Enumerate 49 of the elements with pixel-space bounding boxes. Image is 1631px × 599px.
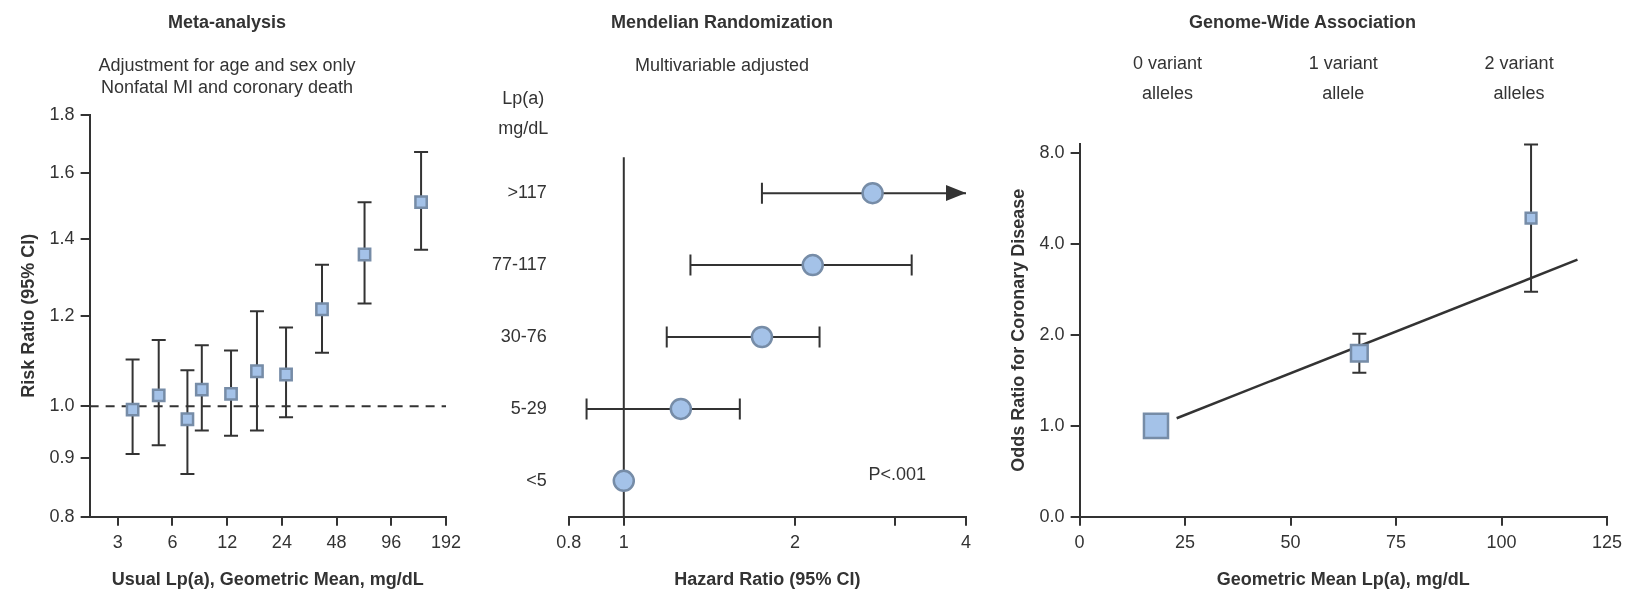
y-tick-label: 8.0 [1039,142,1065,163]
chart-title: Mendelian Randomization [610,11,834,32]
y-tick-label: 1.2 [49,304,75,325]
y-tick-label: 1.0 [49,395,75,416]
x-tick-label: 2 [789,531,800,552]
annotation: P<.001 [868,463,926,484]
chart-subtitle: Multivariable adjusted [634,55,810,76]
y-tick-label: 77-117 [491,254,547,275]
x-tick-label: 0.8 [556,531,582,552]
y-tick-label: 0.9 [49,447,75,468]
x-tick-label: 25 [1175,531,1196,552]
x-tick-label: 48 [326,531,347,552]
x-tick-label: 4 [960,531,972,552]
x-tick-label: 125 [1591,531,1623,552]
x-tick-label: 50 [1280,531,1301,552]
chart-subtitle: Adjustment for age and sex only Nonfatal MI and coronary death [98,55,356,97]
x-tick-label: 192 [430,531,462,552]
y-tick-label: <5 [526,469,547,490]
x-tick-label: 6 [167,531,178,552]
x-tick-label: 100 [1486,531,1517,552]
y-tick-label: 2.0 [1039,323,1065,344]
y-tick-label: 4.0 [1039,232,1065,253]
y-tick-label: 5-29 [510,397,547,418]
x-tick-label: 96 [381,531,402,552]
x-tick-label: 0 [1074,531,1085,552]
y-tick-label: 1.0 [1039,414,1065,435]
y-tick-label: 0.0 [1039,505,1065,526]
x-axis-title: Usual Lp(a), Geometric Mean, mg/dL [111,569,424,590]
y-tick-label: 1.8 [49,103,75,124]
text: 1 variant allele [1308,52,1378,103]
x-axis-title: Hazard Ratio (95% CI) [674,569,861,590]
x-tick-label: 75 [1386,531,1407,552]
y-axis-title: Risk Ratio (95% CI) [17,233,38,398]
y-axis-title: Odds Ratio for Coronary Disease [1007,188,1028,472]
chart-title: Genome-Wide Association [1188,11,1417,32]
text: 2 variant alleles [1484,52,1554,103]
y-tick-label: >117 [507,182,547,203]
x-tick-label: 24 [271,531,292,552]
x-axis-title: Geometric Mean Lp(a), mg/dL [1216,569,1470,590]
y-tick-label: 0.8 [49,505,75,526]
x-tick-label: 1 [618,531,629,552]
x-tick-label: 3 [112,531,123,552]
y-tick-label: 1.6 [49,162,75,183]
y-axis-title: Lp(a) mg/dL [498,88,549,139]
chart-title: Meta-analysis [167,11,287,32]
text: 0 variant alleles [1133,52,1203,103]
x-tick-label: 12 [217,531,238,552]
y-tick-label: 1.4 [49,228,75,249]
y-tick-label: 30-76 [500,325,547,346]
